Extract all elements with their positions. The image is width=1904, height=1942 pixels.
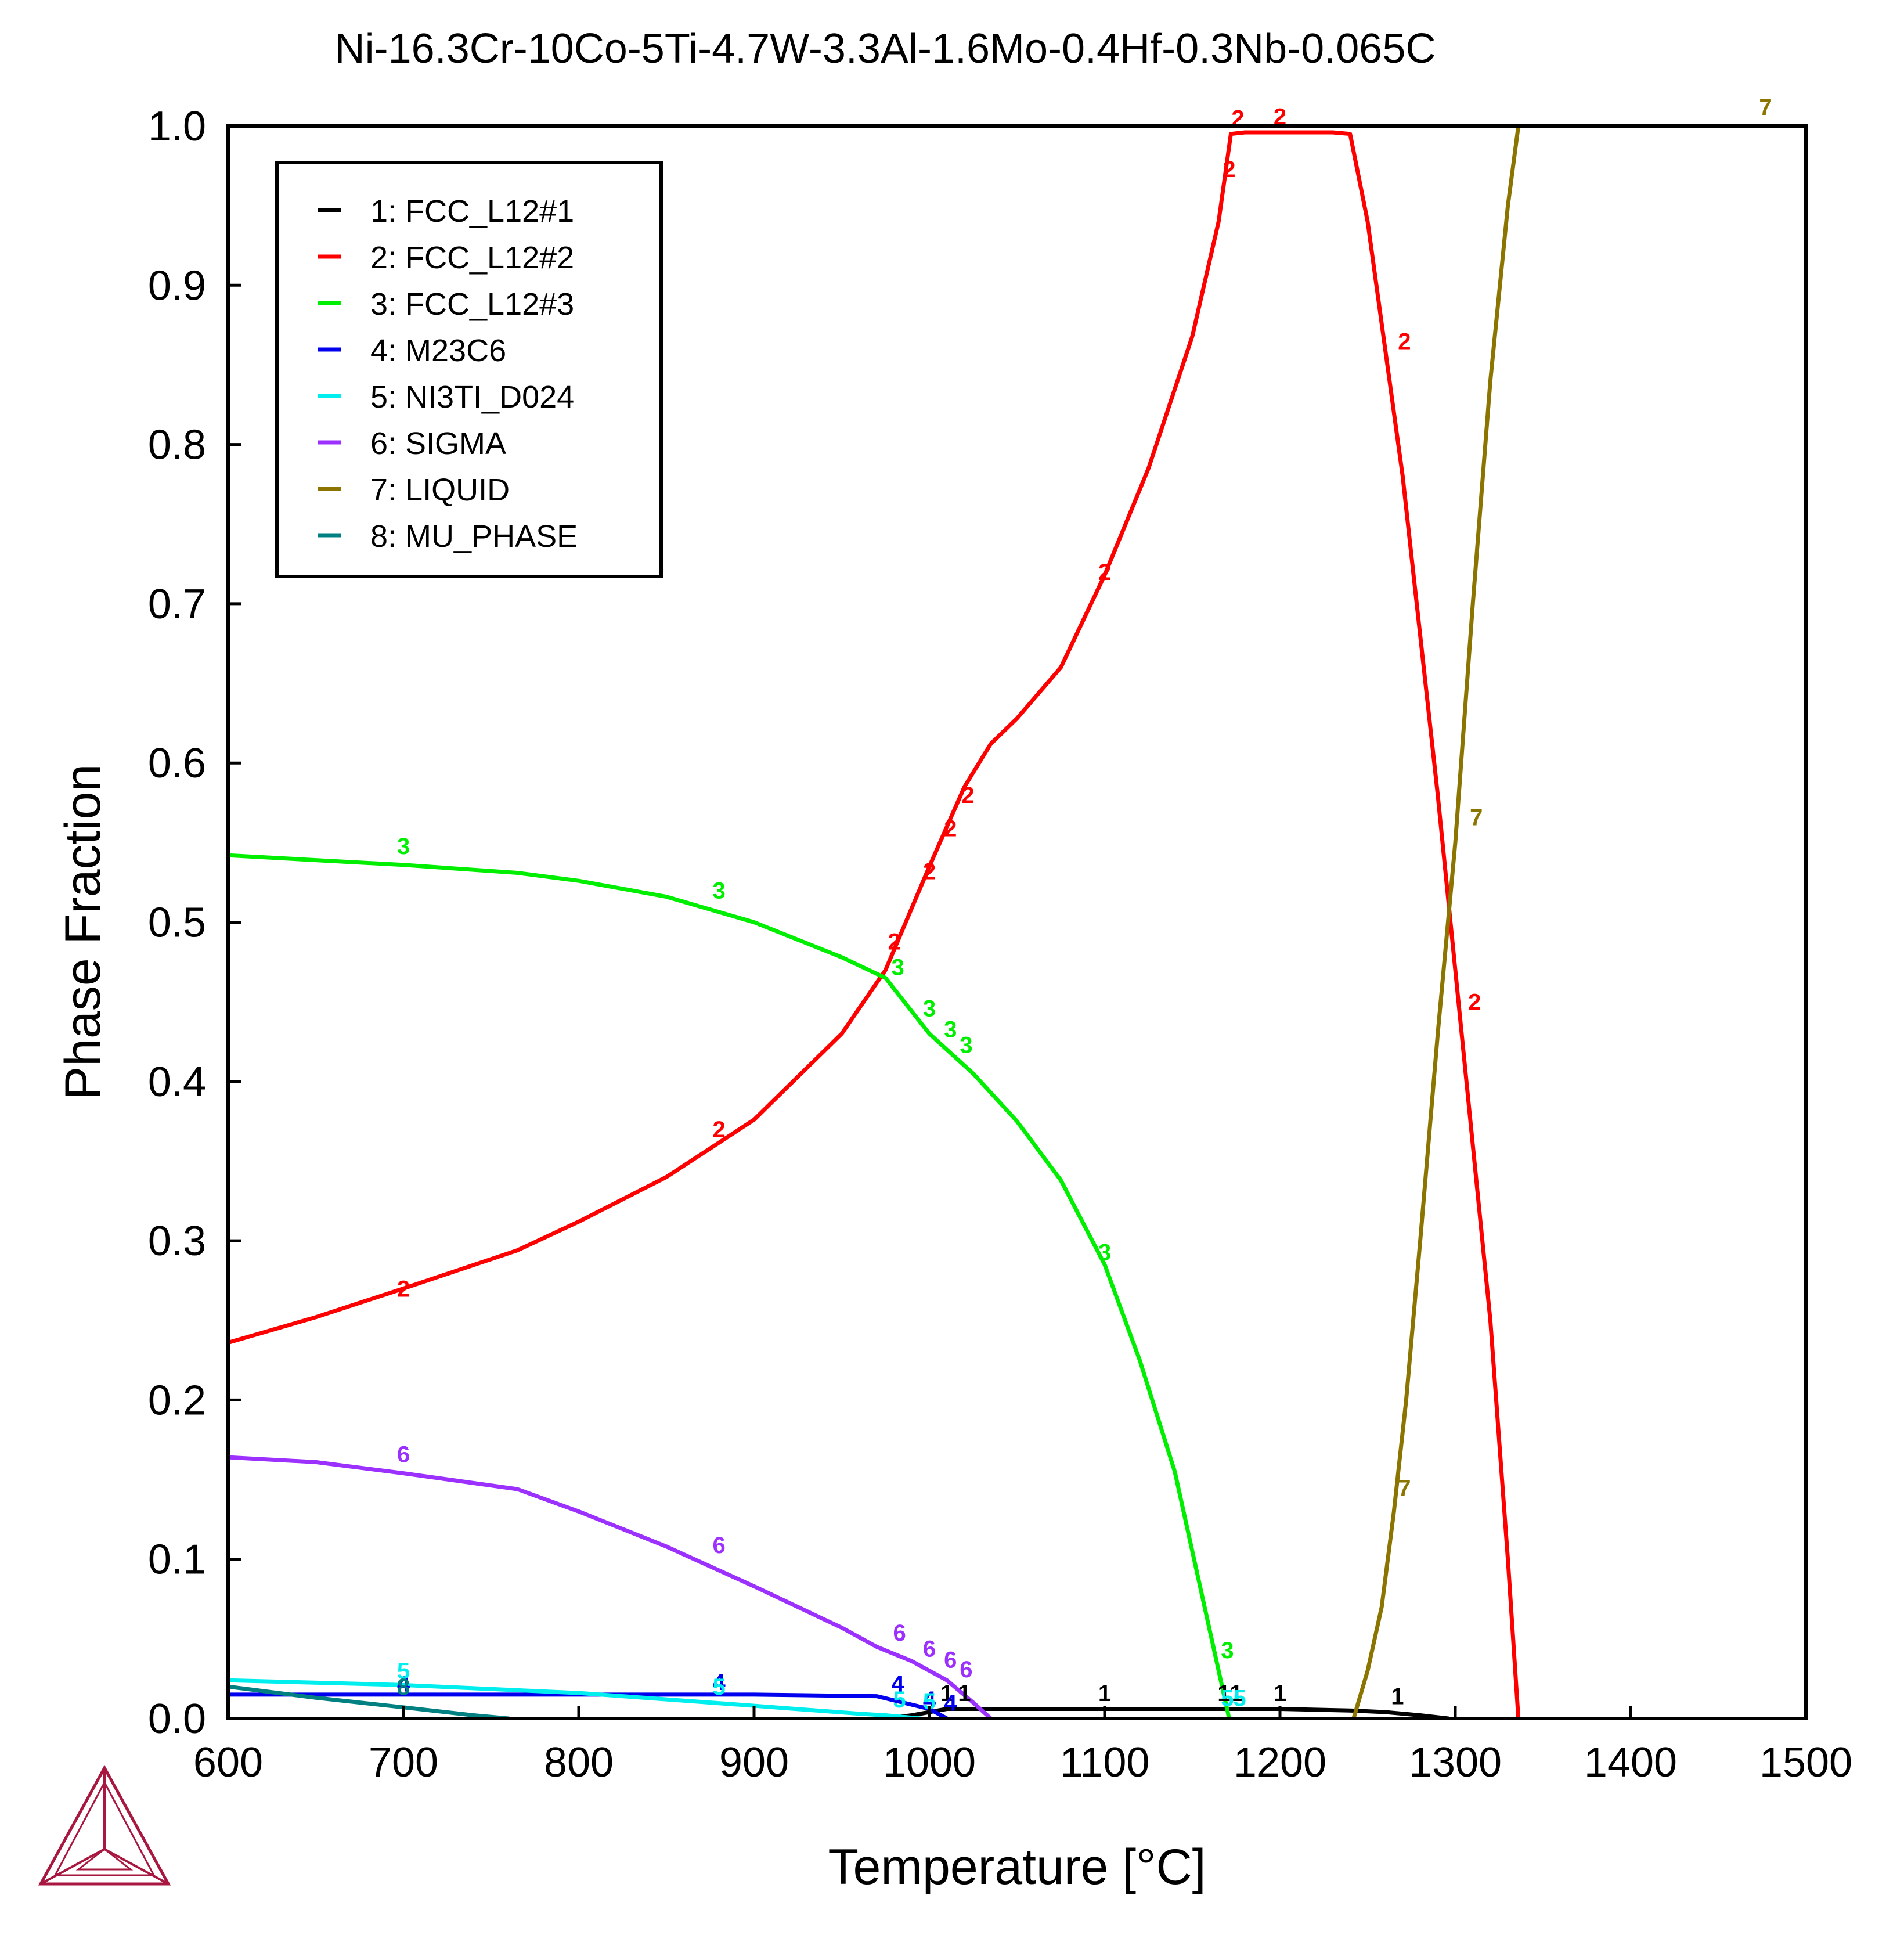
curve-number-label-1: 1 [1217, 1681, 1230, 1706]
x-axis-title: Temperature [°C] [828, 1839, 1206, 1895]
curve-number-label-4: 4 [397, 1671, 410, 1697]
thermo-calc-logo-icon [38, 1764, 171, 1886]
x-tick-label: 600 [193, 1739, 263, 1786]
series-line-1 [884, 1707, 1451, 1720]
curve-number-label-3: 3 [1221, 1638, 1234, 1663]
curve-number-label-3: 3 [712, 878, 725, 904]
y-tick-label: 0.4 [148, 1059, 206, 1105]
curve-number-label-4: 4 [944, 1691, 957, 1716]
y-tick-label: 0.8 [148, 422, 206, 469]
curve-number-label-6: 6 [712, 1533, 725, 1558]
curve-number-label-7: 7 [1398, 1475, 1411, 1501]
series-line-6 [228, 1455, 993, 1720]
curve-number-label-5: 5 [712, 1674, 725, 1700]
legend-entry-8: 8: MU_PHASE [370, 519, 578, 554]
x-tick-label: 700 [369, 1739, 438, 1786]
y-tick-label: 0.7 [148, 581, 206, 628]
legend-entry-2: 2: FCC_L12#2 [370, 240, 574, 275]
legend-entry-6: 6: SIGMA [370, 426, 506, 461]
x-tick-label: 1000 [883, 1739, 976, 1786]
curve-number-label-6: 6 [923, 1636, 936, 1662]
series-line-4 [228, 1692, 949, 1720]
curve-number-label-6: 6 [960, 1657, 972, 1682]
curve-number-label-5: 5 [893, 1687, 906, 1713]
curve-number-label-1: 1 [958, 1681, 971, 1706]
curve-number-label-2: 2 [961, 783, 974, 808]
x-tick-label: 800 [544, 1739, 614, 1786]
curve-number-label-3: 3 [960, 1033, 972, 1058]
series-line-7 [1351, 125, 1521, 1720]
curve-number-label-2: 2 [1468, 990, 1481, 1015]
series-line-3 [228, 853, 1231, 1720]
legend-entry-1: 1: FCC_L12#1 [370, 194, 574, 229]
legend-entry-3: 3: FCC_L12#3 [370, 287, 574, 322]
curve-number-label-6: 6 [944, 1648, 957, 1673]
x-tick-label: 1500 [1759, 1739, 1852, 1786]
curve-number-label-5: 5 [1221, 1685, 1234, 1711]
curve-number-label-4: 4 [923, 1687, 936, 1713]
curve-number-label-5: 5 [397, 1659, 410, 1684]
x-tick-label: 1200 [1234, 1739, 1326, 1786]
x-tick-label: 1300 [1409, 1739, 1502, 1786]
x-tick-label: 1400 [1584, 1739, 1677, 1786]
series-line-2 [228, 130, 1521, 1720]
curve-number-label-7: 7 [1759, 95, 1772, 120]
curve-number-label-2: 2 [712, 1117, 725, 1143]
curve-number-label-4: 4 [712, 1670, 726, 1695]
curve-number-label-3: 3 [1098, 1240, 1111, 1265]
curve-number-label-7: 7 [1470, 805, 1483, 830]
curve-number-label-5: 5 [1233, 1685, 1246, 1711]
curve-number-label-1: 1 [1274, 1681, 1286, 1706]
y-tick-label: 1.0 [148, 103, 206, 150]
curve-number-label-2: 2 [1274, 105, 1286, 130]
curve-number-label-1: 1 [940, 1681, 953, 1706]
x-tick-label: 900 [719, 1739, 789, 1786]
curve-number-label-6: 6 [893, 1620, 906, 1646]
curve-number-label-2: 2 [1223, 157, 1235, 182]
curve-number-label-2: 2 [397, 1276, 410, 1302]
series-line-8 [228, 1684, 511, 1720]
curve-number-label-2: 2 [923, 859, 936, 885]
curve-number-label-4: 4 [892, 1671, 905, 1697]
legend: 1: FCC_L12#1 2: FCC_L12#2 3: FCC_L12#3 4: M… [275, 161, 663, 578]
x-tick-label: 1100 [1060, 1739, 1150, 1786]
curve-number-label-2: 2 [944, 816, 957, 842]
legend-entry-5: 5: NI3TI_D024 [370, 380, 574, 415]
chart-title: Ni-16.3Cr-10Co-5Ti-4.7W-3.3Al-1.6Mo-0.4H… [335, 26, 1436, 72]
x-axis: 600 700 800 900 1000 1100 1200 1300 1400 1500 [193, 1706, 1852, 1786]
y-tick-label: 0.3 [148, 1218, 206, 1264]
y-tick-label: 0.6 [148, 740, 206, 787]
curve-number-label-1: 1 [1098, 1681, 1111, 1706]
y-tick-label: 0.5 [148, 900, 206, 946]
curve-number-label-2: 2 [1098, 560, 1111, 585]
curve-number-label-3: 3 [923, 996, 936, 1022]
legend-box [275, 161, 663, 578]
curve-number-label-3: 3 [892, 954, 904, 980]
y-tick-label: 0.2 [148, 1377, 206, 1424]
y-tick-label: 0.0 [148, 1696, 206, 1742]
curve-number-label-1: 1 [1391, 1684, 1404, 1710]
curve-number-label-6: 6 [397, 1442, 410, 1468]
curve-number-label-2: 2 [888, 929, 900, 954]
y-axis-title: Phase Fraction [55, 764, 111, 1100]
legend-entry-4: 4: M23C6 [370, 333, 506, 368]
curve-number-label-1: 1 [1229, 1681, 1242, 1706]
curve-number-label-3: 3 [397, 834, 410, 859]
curve-number-label-2: 2 [1398, 329, 1411, 354]
y-tick-label: 0.1 [148, 1537, 206, 1583]
legend-entry-7: 7: LIQUID [370, 473, 510, 507]
curve-number-label-5: 5 [923, 1689, 936, 1714]
curve-number-label-8: 8 [397, 1674, 410, 1700]
y-tick-label: 0.9 [148, 262, 206, 309]
curve-number-label-3: 3 [944, 1017, 957, 1042]
y-axis: 0.0 0.1 0.2 0.3 0.4 0.5 0.6 0.7 0.8 0.9 1.0 [148, 103, 241, 1742]
